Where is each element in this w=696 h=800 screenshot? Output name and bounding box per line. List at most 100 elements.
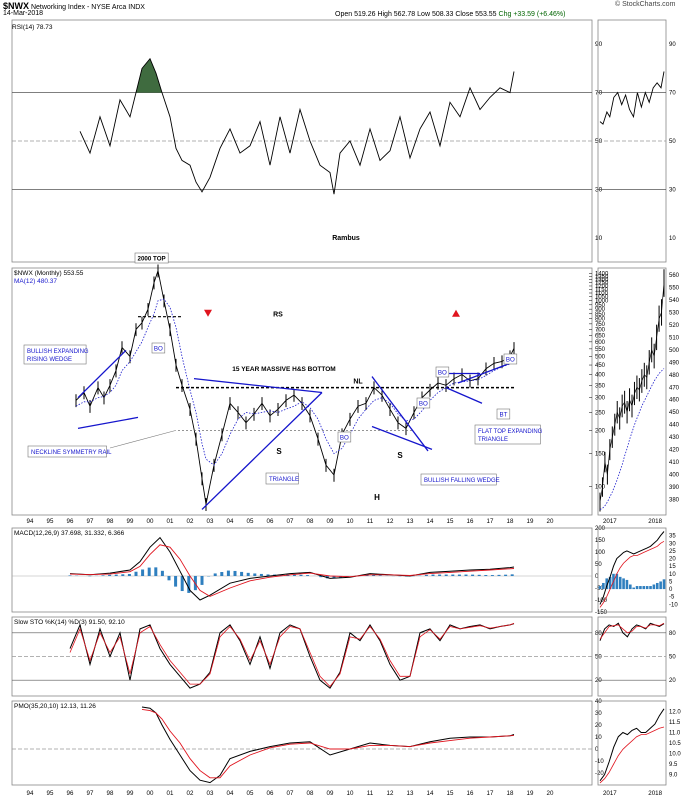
macd-histogram-bar [167,576,171,581]
label-2000-top: 2000 TOP [138,255,166,262]
label-expanding-wedge-box [23,344,87,365]
inset-price-tick-label: 520 [669,323,680,329]
bottom-x-tick-label: 99 [127,790,134,797]
inset-macd-tick-label: 35 [669,534,676,540]
price-x-tick-label: 94 [27,518,34,525]
index-tag: INDX [128,4,145,11]
label-bo: BO [438,369,447,376]
bottom-x-tick-label: 19 [527,790,534,797]
inset-rsi-tick-label: 70 [669,91,676,97]
label-neckline-rail-box [27,445,107,458]
bottom-x-tick-label: 13 [407,790,414,797]
label-falling-wedge: BULLISH FALLING WEDGE [424,478,500,484]
inset-price-tick-label: 470 [669,385,680,391]
label-2000-top-box [134,252,169,264]
price-y-tick-label: 200 [595,428,606,434]
change-value: Chg +33.59 (+6.46%) [498,11,566,18]
price-y-tick-label: 600 [595,340,606,346]
macd-histogram-bar [134,571,138,576]
bottom-x-tick-label: 20 [547,790,554,797]
macd-histogram-bar [306,575,310,576]
price-x-tick-label: 11 [367,518,374,525]
macd-histogram-bar [497,574,501,576]
price-y-tick-label: 350 [595,383,606,389]
price-x-tick-label: 14 [427,518,434,525]
price-x-tick-label: 16 [467,518,474,525]
expanding-lower-line [445,387,483,404]
macd-histogram-bar [160,570,164,576]
pmo-y-tick-label: -10 [595,759,604,765]
label-flat-top: TRIANGLE [478,437,508,443]
macd-histogram-bar [319,576,323,578]
label-bo: BO [340,434,349,441]
macd-histogram-bar [187,576,191,593]
label-bo-box [503,353,518,365]
date-label: 14-Mar-2018 [3,10,44,17]
macd-histogram-bar [451,574,455,576]
price-x-tick-label: 00 [147,518,154,525]
inset-macd-tick-label: 20 [669,557,676,563]
label-bt-box [496,408,511,420]
ma-legend: MA(12) 480.37 [14,278,57,285]
bottom-x-tick-label: 17 [487,790,494,797]
bottom-x-tick-label: 94 [27,790,34,797]
inset-price-tick-label: 490 [669,360,680,366]
inset-macd-histogram-bar [632,587,635,590]
inset-sto-tick-label: 20 [669,678,676,684]
inset-pmo-tick-label: 9.0 [669,773,678,779]
rsi-y-tick-label: 10 [595,235,603,242]
up-arrow-marker [452,309,460,317]
rail-leader-line [109,430,177,449]
price-y-tick-label: 1100 [595,291,609,297]
pmo-signal-line [141,708,515,779]
bottom-x-tick-label: 95 [47,790,54,797]
inset-macd-tick-label: 15 [669,564,676,570]
price-x-tick-label: 08 [307,518,314,525]
chart-header: $NWX Networking Index - NYSE Arca INDX [3,1,145,11]
bottom-x-tick-label: 14 [427,790,434,797]
pmo-y-tick-label: 30 [595,711,602,717]
price-x-tick-label: 09 [327,518,334,525]
inset-macd-histogram-bar [618,576,622,590]
macd-y-tick-label: 50 [595,562,602,568]
price-y-tick-label: 950 [595,303,606,309]
inset-ma-line [599,368,665,510]
macd-histogram-bar [504,574,508,576]
rambus-label: Rambus [332,235,360,242]
price-legend: $NWX (Monthly) 553.55 [14,270,84,277]
pmo-y-tick-label: 10 [595,735,602,741]
bottom-x-tick-label: 05 [247,790,254,797]
inset-pmo-tick-label: 10.0 [669,752,681,758]
stockcharts-watermark: © StockCharts.com [615,1,676,8]
inset-macd-tick-label: 10 [669,572,676,578]
label-triangle-box [265,472,299,485]
label-falling-wedge-box [420,473,497,486]
inset-rsi-tick-label: 30 [669,187,676,193]
price-y-tick-label: 1350 [595,274,609,280]
inset-macd-tick-label: 25 [669,549,676,555]
macd-histogram-bar [121,574,125,576]
inset-macd-histogram-bar [622,578,625,590]
bottom-x-tick-label: 15 [447,790,454,797]
rsi-overbought-fill [136,58,170,93]
inset-price-tick-label: 510 [669,335,680,341]
inset-macd-histogram-bar [662,579,666,590]
inset-pmo-frame [597,700,667,786]
bottom-x-tick-label: 96 [67,790,74,797]
label-right-shoulder: S [397,451,403,460]
macd-histogram-bar [147,567,151,576]
price-x-tick-label: 06 [267,518,274,525]
price-x-tick-label: 01 [167,518,174,525]
inset-price-tick-label: 380 [669,498,680,504]
label-bt: BT [499,411,507,418]
price-y-tick-label: 1300 [595,278,609,284]
price-x-tick-label: 07 [287,518,294,525]
macd-histogram-bar [266,574,270,576]
inset-macd-histogram-bar [629,584,632,590]
price-y-tick-label: 1050 [595,295,609,301]
bottom-x-tick-label: 08 [307,790,314,797]
inset-price-frame [597,267,667,516]
inset-price-tick-label: 500 [669,348,680,354]
inset-macd-histogram-bar [659,581,662,590]
inset-macd-tick-label: -5 [669,595,675,601]
